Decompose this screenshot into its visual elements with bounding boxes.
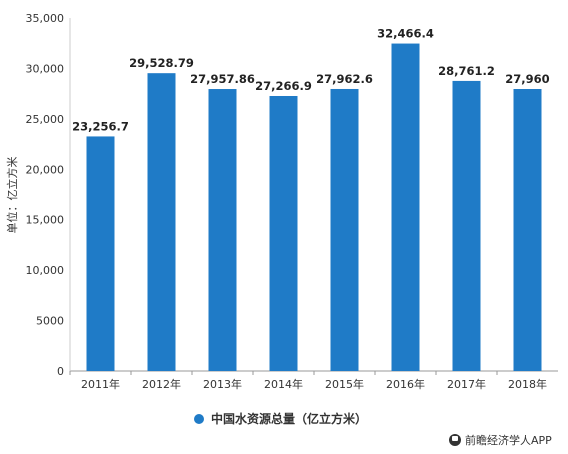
data-label: 29,528.79 [129,56,194,70]
y-tick-label: 5000 [36,315,64,328]
brand: 前瞻经济学人APP [449,433,552,447]
bar[interactable] [330,88,359,371]
bar[interactable] [208,89,237,371]
data-label: 28,761.2 [438,64,495,78]
y-tick-label: 10,000 [26,264,65,277]
data-label: 27,957.86 [190,72,255,86]
y-tick-label: 35,000 [26,12,65,25]
y-tick-label: 25,000 [26,113,65,126]
y-axis-label: 单位：亿立方米 [5,157,19,234]
legend-label: 中国水资源总量（亿立方米） [211,411,367,426]
x-tick-label: 2013年 [203,377,242,391]
x-tick-label: 2011年 [81,377,120,391]
x-tick-label: 2018年 [508,377,547,391]
y-tick-label: 20,000 [26,163,65,176]
x-tick-label: 2014年 [264,377,303,391]
x-tick-label: 2015年 [325,377,364,391]
data-label: 27,962.6 [316,72,373,86]
bar[interactable] [452,80,481,371]
data-label: 27,960 [505,72,549,86]
x-tick-label: 2017年 [447,377,486,391]
bar[interactable] [391,43,420,372]
data-label: 23,256.7 [72,119,129,133]
data-label: 27,266.9 [255,79,312,93]
fist-logo-icon [449,434,461,446]
bar[interactable] [86,136,115,371]
data-label: 32,466.4 [377,27,434,41]
brand-name: 前瞻经济学人APP [465,433,552,447]
y-tick-label: 30,000 [26,62,65,75]
x-tick-label: 2012年 [142,377,181,391]
x-tick-label: 2016年 [386,377,425,391]
y-tick-label: 15,000 [26,214,65,227]
y-tick-label: 0 [57,365,64,378]
bar[interactable] [147,73,176,371]
legend[interactable]: 中国水资源总量（亿立方米） [194,411,367,426]
bar[interactable] [269,95,298,371]
legend-marker [194,414,204,424]
bar[interactable] [513,89,542,372]
